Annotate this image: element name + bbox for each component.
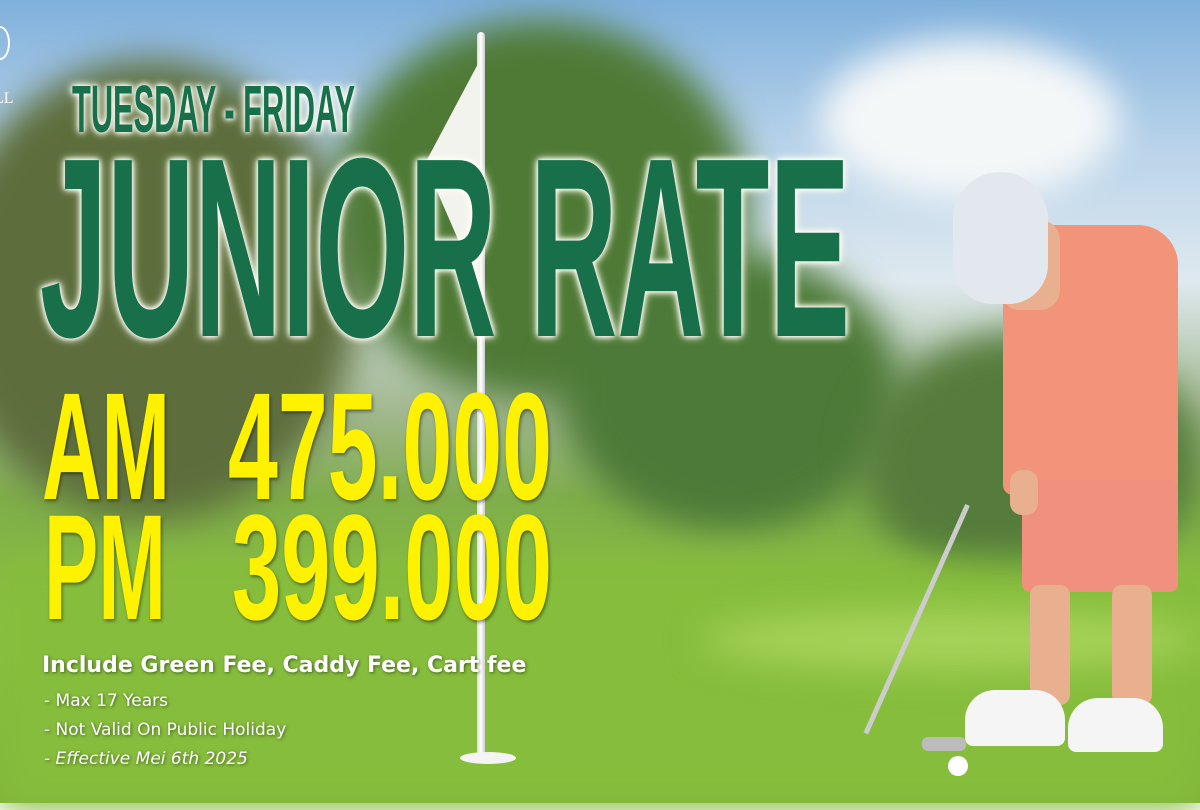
hole-cup-base	[460, 752, 516, 764]
term-effective: - Effective Mei 6th 2025	[44, 749, 248, 769]
term-max-age: - Max 17 Years	[44, 691, 168, 711]
golf-ball	[948, 756, 968, 776]
am-price: 475.000	[228, 362, 552, 533]
am-label: AM	[42, 362, 170, 533]
term-holiday: - Not Valid On Public Holiday	[44, 720, 287, 740]
logo-text: LL	[0, 90, 14, 107]
pm-price: 399.000	[232, 483, 552, 651]
days-label: TUESDAY - FRIDAY	[72, 72, 355, 147]
includes-text: Include Green Fee, Caddy Fee, Cart fee	[42, 653, 527, 678]
pm-label: PM	[44, 483, 166, 651]
flag-pole	[477, 32, 485, 760]
page-title: JUNIOR RATE	[40, 105, 850, 391]
